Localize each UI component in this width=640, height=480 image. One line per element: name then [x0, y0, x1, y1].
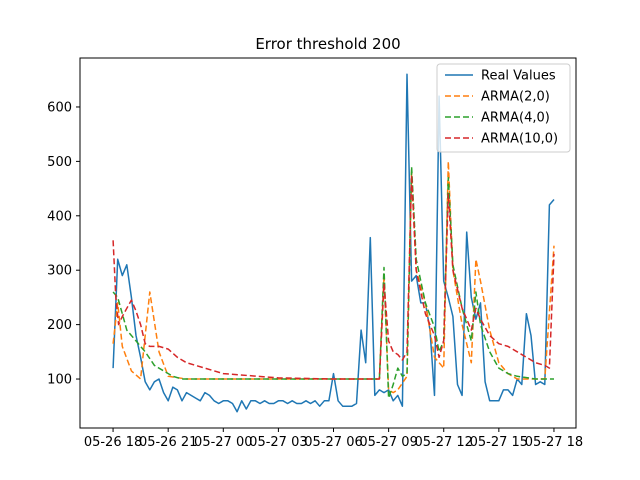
series-line-3	[112, 174, 555, 380]
y-tick-label: 600	[47, 100, 72, 115]
series-layer	[112, 73, 555, 413]
x-tick-label: 05-27 00	[194, 435, 252, 450]
legend-label: Real Values	[481, 69, 556, 84]
legend-label: ARMA(10,0)	[481, 132, 558, 147]
legend-box	[436, 63, 571, 153]
x-tick-label: 05-27 12	[415, 435, 473, 450]
x-tick-label: 05-26 21	[139, 435, 197, 450]
y-tick-label: 400	[47, 209, 72, 224]
y-tick-label: 200	[47, 318, 72, 333]
plot-area-frame	[79, 57, 577, 429]
legend-label: ARMA(2,0)	[481, 90, 550, 105]
series-line-2	[112, 166, 554, 399]
x-tick-label: 05-26 18	[84, 435, 142, 450]
x-tick-label: 05-27 06	[304, 435, 362, 450]
y-tick-label: 100	[47, 373, 72, 388]
y-tick-label: 500	[47, 155, 72, 170]
series-line-0	[112, 73, 555, 413]
y-axis: 100 200 300 400 500 600	[47, 100, 80, 388]
legend: Real Values ARMA(2,0) ARMA(4,0) ARMA(10,0)	[436, 63, 571, 153]
x-tick-label: 05-27 18	[525, 435, 583, 450]
x-tick-label: 05-27 15	[470, 435, 528, 450]
chart-title: Error threshold 200	[255, 35, 400, 53]
y-tick-label: 300	[47, 264, 72, 279]
series-line-1	[112, 160, 555, 394]
legend-label: ARMA(4,0)	[481, 111, 550, 126]
x-tick-label: 05-27 03	[249, 435, 307, 450]
x-tick-label: 05-27 09	[359, 435, 417, 450]
